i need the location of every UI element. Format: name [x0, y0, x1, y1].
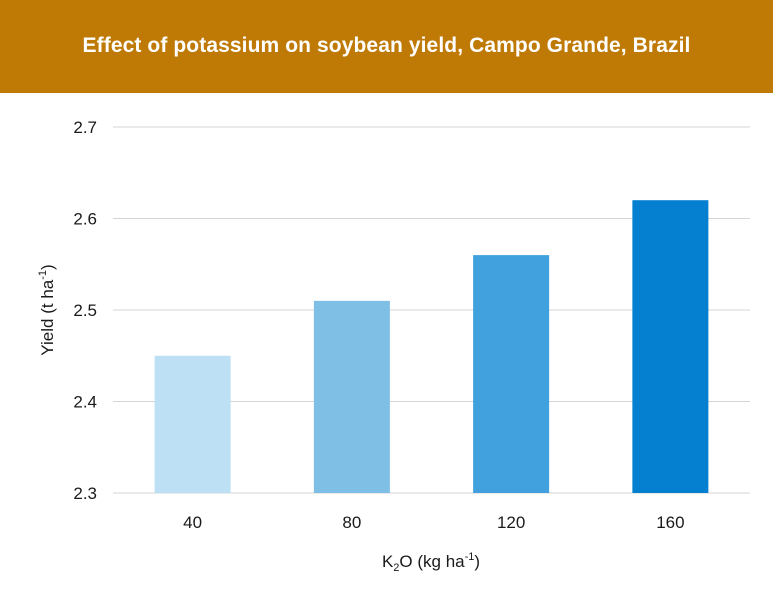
- y-tick-labels: 2.3 2.4 2.5 2.6 2.7: [73, 118, 97, 503]
- bar-80: [313, 300, 390, 493]
- x-tick-label: 120: [497, 513, 525, 532]
- y-axis-title: Yield (t ha-1): [37, 264, 57, 355]
- bars: [154, 200, 709, 493]
- title-banner: Effect of potassium on soybean yield, Ca…: [0, 0, 773, 93]
- y-tick-label: 2.4: [73, 393, 97, 412]
- y-tick-label: 2.7: [73, 118, 97, 137]
- y-tick-label: 2.6: [73, 210, 97, 229]
- x-tick-label: 80: [342, 513, 361, 532]
- bar-160: [632, 200, 709, 493]
- bar-40: [154, 355, 231, 493]
- x-axis-title: K2O (kg ha-1): [382, 551, 480, 574]
- bar-120: [473, 255, 550, 493]
- y-tick-label: 2.5: [73, 301, 97, 320]
- chart-title: Effect of potassium on soybean yield, Ca…: [82, 33, 691, 57]
- bar-chart: 2.3 2.4 2.5 2.6 2.7 40 80 120 160 K2O (kg ha-1)…: [37, 118, 750, 574]
- x-tick-label: 40: [183, 513, 202, 532]
- x-tick-labels: 40 80 120 160: [183, 513, 684, 532]
- y-tick-label: 2.3: [73, 484, 97, 503]
- x-tick-label: 160: [656, 513, 684, 532]
